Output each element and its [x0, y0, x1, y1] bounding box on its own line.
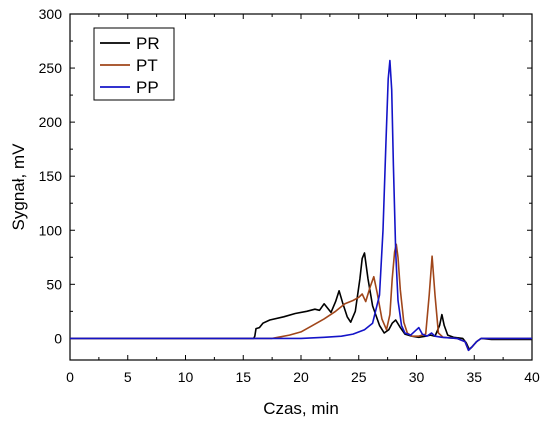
x-tick-label: 25 [351, 369, 367, 385]
y-tick-label: 100 [39, 222, 63, 238]
x-tick-label: 5 [124, 369, 132, 385]
y-tick-label: 200 [39, 114, 63, 130]
x-tick-label: 15 [235, 369, 251, 385]
x-tick-label: 0 [66, 369, 74, 385]
series-line-pr [70, 252, 532, 350]
y-tick-label: 300 [39, 6, 63, 22]
x-tick-label: 10 [178, 369, 194, 385]
x-tick-label: 35 [466, 369, 482, 385]
legend-box [93, 27, 175, 101]
series-line-pt [70, 243, 532, 352]
legend-label-pp: PP [136, 78, 159, 97]
y-tick-label: 250 [39, 60, 63, 76]
y-tick-label: 150 [39, 168, 63, 184]
legend-label-pt: PT [136, 56, 158, 75]
legend-label-pr: PR [136, 34, 160, 53]
x-tick-label: 30 [409, 369, 425, 385]
y-tick-label: 0 [54, 330, 62, 346]
y-axis-title: Sygnał, mV [9, 143, 28, 231]
x-tick-label: 40 [524, 369, 540, 385]
series-line-pp [70, 59, 532, 352]
series-layer [70, 59, 532, 352]
x-tick-label: 20 [293, 369, 309, 385]
legend: PR PT PP [93, 27, 175, 101]
axis-ticks: 0 5 10 15 20 25 30 35 40 0 50 100 150 200 250 300 [39, 6, 540, 385]
y-tick-label: 50 [46, 276, 62, 292]
x-axis-title: Czas, min [263, 399, 339, 418]
